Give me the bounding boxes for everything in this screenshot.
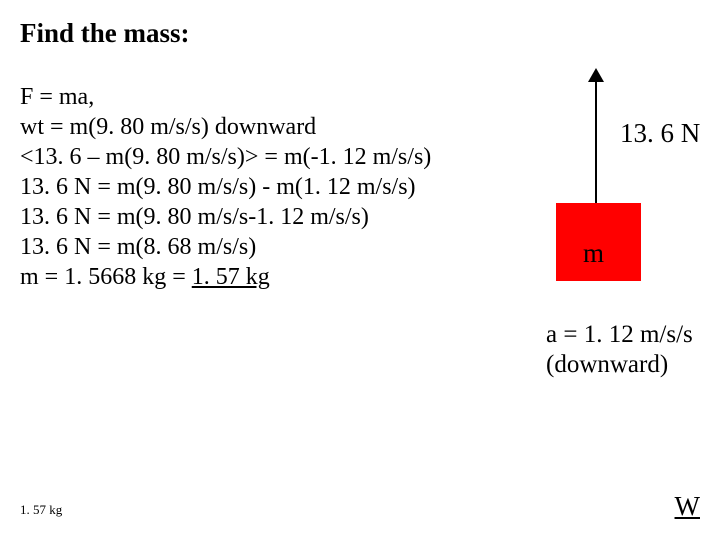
work-block: F = ma, wt = m(9. 80 m/s/s) downward <13…	[20, 82, 431, 292]
work-line-2: wt = m(9. 80 m/s/s) downward	[20, 112, 431, 142]
slide: Find the mass: F = ma, wt = m(9. 80 m/s/…	[0, 0, 720, 540]
work-line-1: F = ma,	[20, 82, 431, 112]
work-line-4: 13. 6 N = m(9. 80 m/s/s) - m(1. 12 m/s/s…	[20, 172, 431, 202]
work-line-5: 13. 6 N = m(9. 80 m/s/s-1. 12 m/s/s)	[20, 202, 431, 232]
mass-block-label: m	[583, 238, 604, 269]
work-line-7-prefix: m = 1. 5668 kg =	[20, 264, 192, 290]
work-line-6: 13. 6 N = m(8. 68 m/s/s)	[20, 232, 431, 262]
work-line-7: m = 1. 5668 kg = 1. 57 kg	[20, 262, 431, 292]
acceleration-line-1: a = 1. 12 m/s/s	[546, 320, 693, 350]
work-line-3: <13. 6 – m(9. 80 m/s/s)> = m(-1. 12 m/s/…	[20, 142, 431, 172]
acceleration-block: a = 1. 12 m/s/s (downward)	[546, 320, 693, 380]
title: Find the mass:	[20, 18, 190, 49]
force-label: 13. 6 N	[620, 118, 700, 149]
footer-answer: 1. 57 kg	[20, 502, 62, 518]
force-diagram: 13. 6 N m	[545, 68, 715, 288]
acceleration-line-2: (downward)	[546, 350, 693, 380]
work-line-7-result: 1. 57 kg	[192, 264, 270, 290]
footer-link[interactable]: W	[675, 491, 700, 522]
arrow-line	[595, 73, 597, 203]
